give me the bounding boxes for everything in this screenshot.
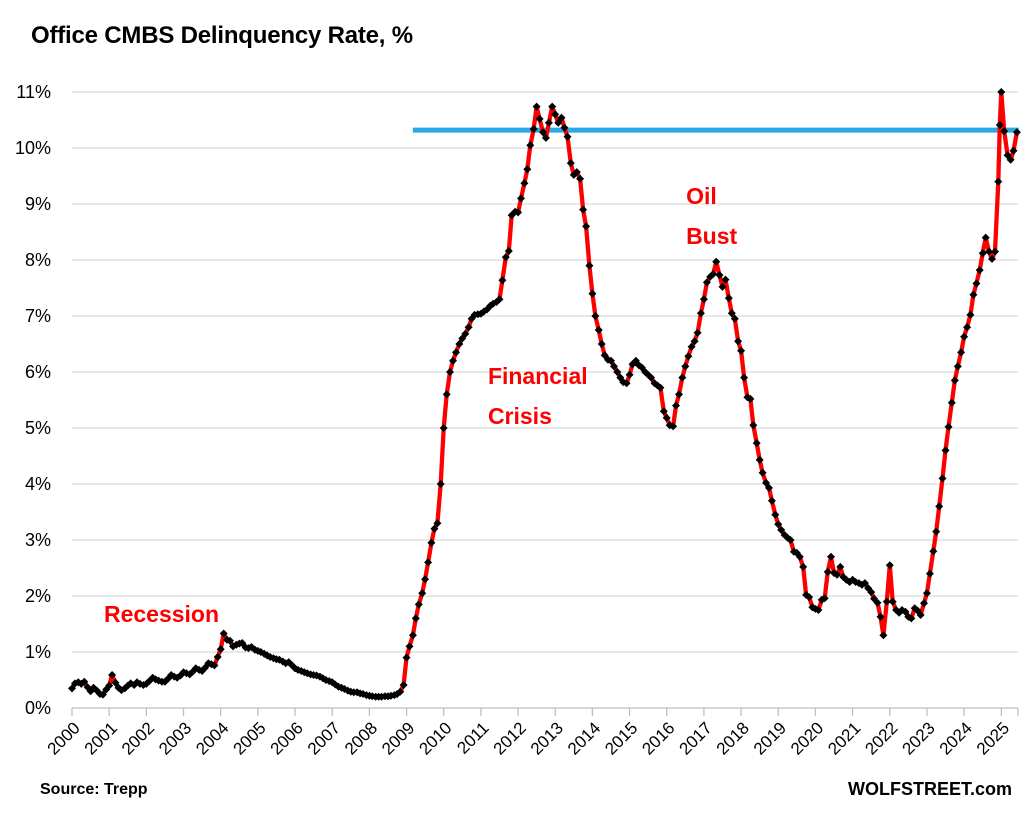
x-tick-label: 2000 — [44, 718, 84, 758]
x-tick-label: 2008 — [341, 718, 381, 758]
chart-annotation-line: Recession — [103, 600, 220, 627]
x-tick-label: 2014 — [564, 718, 604, 758]
x-tick-label: 2006 — [267, 718, 307, 758]
gridlines — [72, 91, 1018, 653]
y-tick-label: 1% — [25, 642, 51, 662]
x-tick-label: 2015 — [601, 718, 641, 758]
x-tick-label: 2020 — [787, 718, 827, 758]
x-tick-label: 2003 — [155, 718, 195, 758]
y-axis-labels: 0% 1% 2% 3% 4% 5% 6% 7% 8% 9% 10% 11% — [15, 82, 51, 718]
x-tick-label: 2002 — [118, 718, 158, 758]
x-tick-label: 2018 — [713, 718, 753, 758]
x-tick-label: 2013 — [527, 718, 567, 758]
x-axis-labels: 2000200120022003200420052006200720082009… — [44, 718, 1013, 758]
chart-annotation-line: Crisis — [487, 402, 552, 429]
x-tick-label: 2010 — [415, 718, 455, 758]
source-label: Source: Trepp — [40, 781, 148, 798]
y-tick-label: 2% — [25, 586, 51, 606]
x-tick-label: 2012 — [490, 718, 530, 758]
y-tick-label: 8% — [25, 250, 51, 270]
x-tick-label: 2023 — [899, 718, 939, 758]
x-tick-label: 2005 — [229, 718, 269, 758]
x-tick-label: 2024 — [936, 718, 976, 758]
x-tick-label: 2016 — [638, 718, 678, 758]
y-tick-label: 7% — [25, 306, 51, 326]
x-tick-label: 2022 — [861, 718, 901, 758]
chart-annotation-line: Oil — [686, 182, 717, 209]
y-tick-label: 4% — [25, 474, 51, 494]
chart-annotation: Financial Crisis — [488, 356, 588, 436]
chart-annotation-line: Bust — [686, 222, 738, 249]
chart-annotation: Oil Bust — [686, 176, 737, 256]
x-tick-label: 2004 — [192, 718, 232, 758]
x-axis — [71, 707, 1019, 716]
y-tick-label: 6% — [25, 362, 51, 382]
y-tick-label: 3% — [25, 530, 51, 550]
y-tick-label: 0% — [25, 698, 51, 718]
x-tick-label: 2001 — [81, 718, 121, 758]
y-tick-label: 9% — [25, 194, 51, 214]
x-tick-label: 2019 — [750, 718, 790, 758]
x-tick-label: 2007 — [304, 718, 344, 758]
chart-annotation: Recession — [104, 594, 219, 634]
chart-title: Office CMBS Delinquency Rate, % — [31, 22, 413, 49]
y-tick-label: 5% — [25, 418, 51, 438]
x-tick-label: 2025 — [973, 718, 1013, 758]
x-tick-label: 2009 — [378, 718, 418, 758]
x-tick-label: 2021 — [824, 718, 864, 758]
chart-annotation-line: Financial — [487, 362, 588, 389]
y-tick-label: 10% — [15, 138, 51, 158]
x-tick-label: 2011 — [453, 718, 492, 757]
branding-label: WOLFSTREET.com — [847, 779, 1012, 799]
y-tick-label: 11% — [16, 82, 51, 102]
x-tick-label: 2017 — [676, 718, 716, 758]
